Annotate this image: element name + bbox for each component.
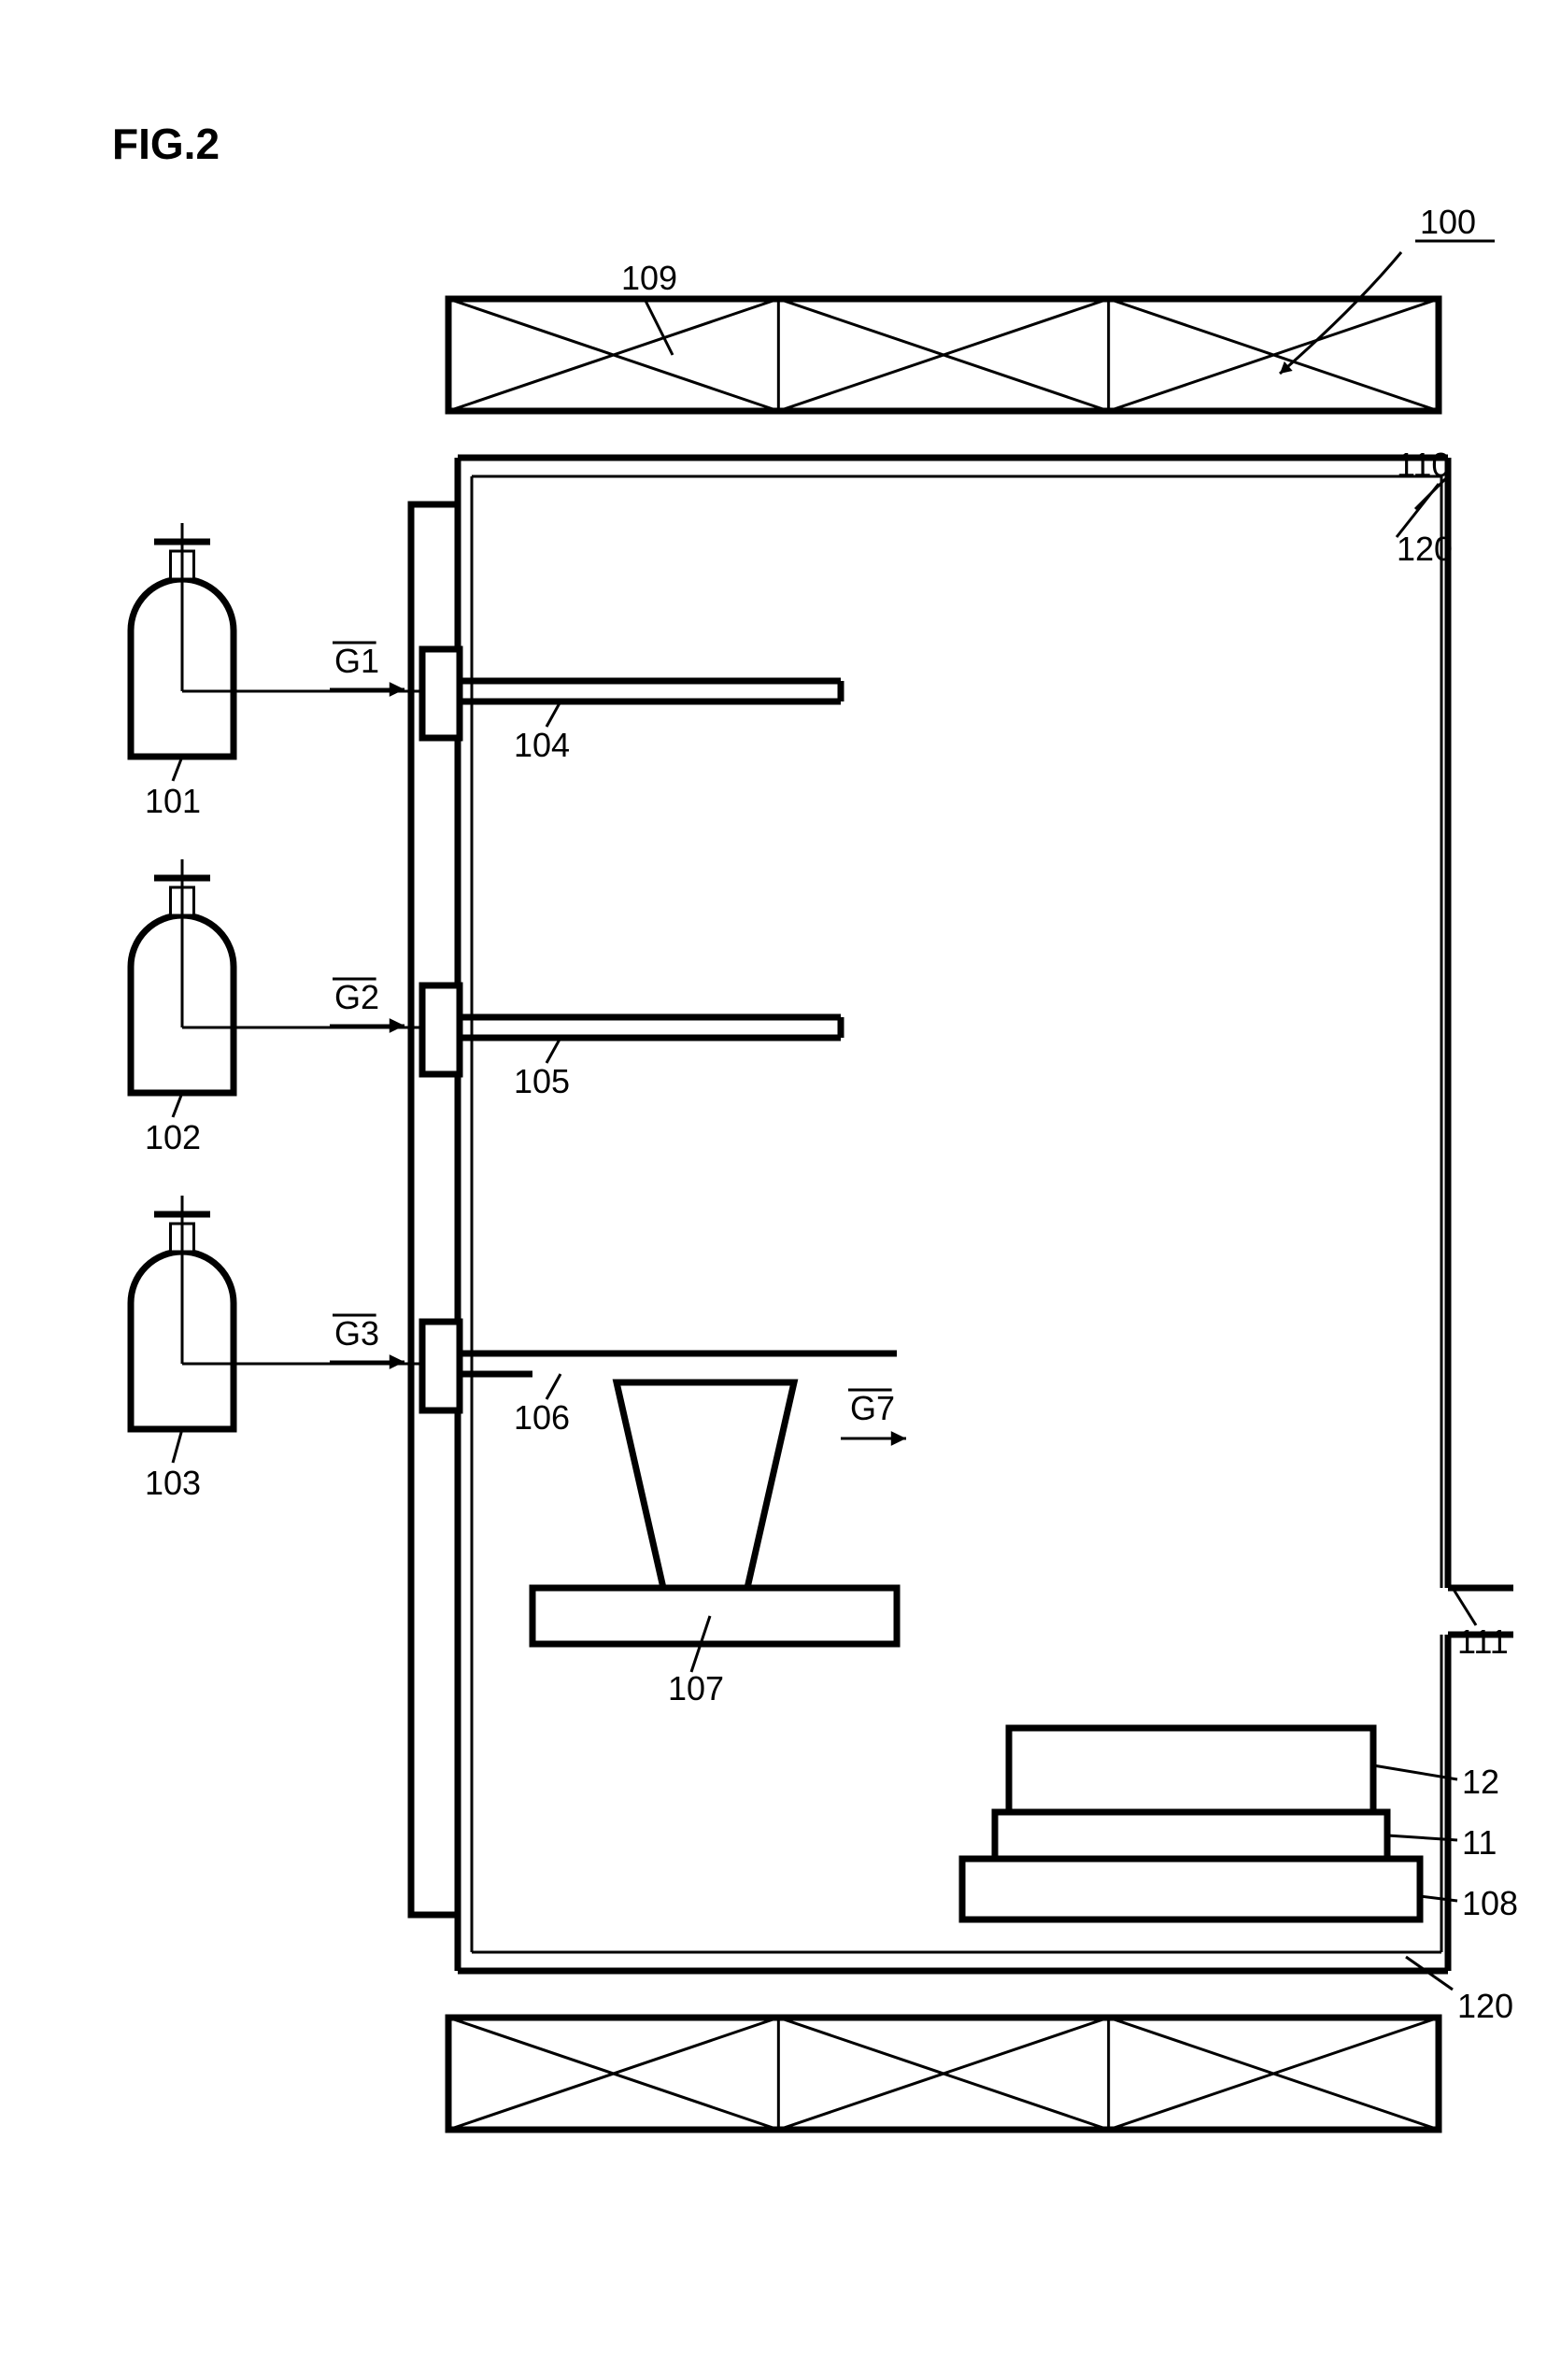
assembly-label: 100 bbox=[1420, 203, 1476, 241]
heater-label: 109 bbox=[621, 259, 677, 297]
cylinder-label: 103 bbox=[145, 1464, 201, 1502]
cylinder-label: 102 bbox=[145, 1118, 201, 1156]
figure-canvas: FIG.2100109110111120120104105106107G7108… bbox=[0, 0, 1561, 2380]
tube3-label: 106 bbox=[514, 1398, 570, 1437]
gas-label: G3 bbox=[334, 1314, 379, 1353]
wafer-b-label: 12 bbox=[1462, 1763, 1499, 1801]
gas-label: G1 bbox=[334, 642, 379, 680]
inner-tube-label-2: 120 bbox=[1457, 1987, 1513, 2025]
tube1-label: 104 bbox=[514, 726, 570, 764]
susceptor-label: 108 bbox=[1462, 1884, 1518, 1922]
wafer-a-label: 11 bbox=[1462, 1823, 1497, 1862]
exhaust-label: 111 bbox=[1457, 1622, 1509, 1661]
gas7-label: G7 bbox=[850, 1389, 895, 1427]
tube2-label: 105 bbox=[514, 1062, 570, 1100]
inner-tube-label: 120 bbox=[1397, 530, 1453, 568]
figure-title: FIG.2 bbox=[112, 120, 220, 168]
gas-label: G2 bbox=[334, 978, 379, 1016]
boat-label: 107 bbox=[668, 1669, 724, 1707]
cylinder-label: 101 bbox=[145, 782, 201, 820]
